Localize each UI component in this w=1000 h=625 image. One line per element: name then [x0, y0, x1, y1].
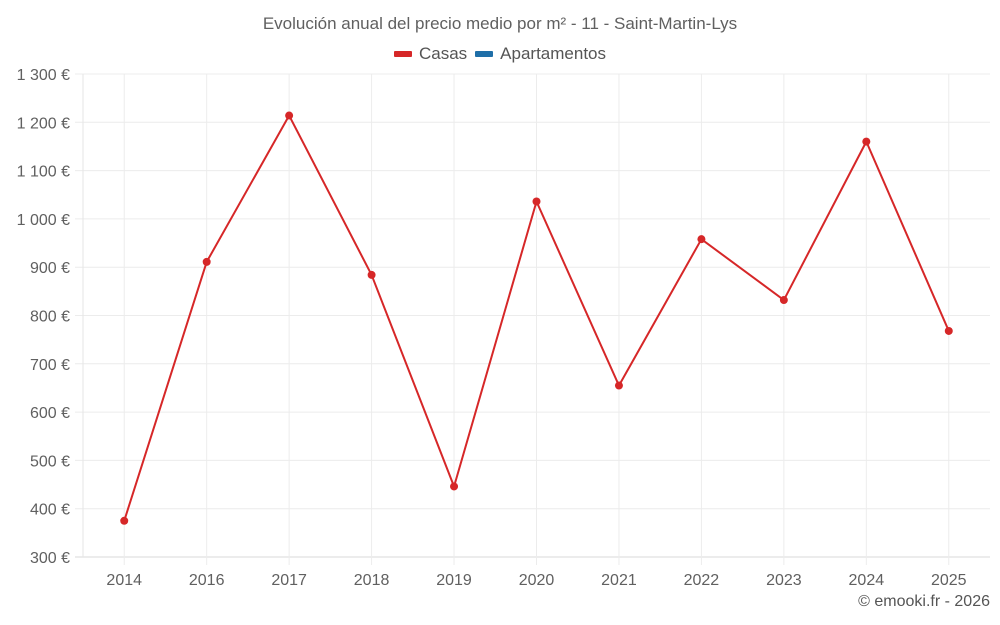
y-tick-label: 1 100 €	[17, 164, 70, 181]
x-tick-label: 2025	[931, 572, 967, 589]
y-tick-label: 800 €	[30, 309, 70, 326]
data-point[interactable]	[697, 235, 706, 244]
y-axis: 300 € 400 € 500 € 600 € 700 € 800 € 900 € 1 000…	[17, 67, 70, 567]
y-tick-label: 600 €	[30, 405, 70, 422]
x-tick-label: 2017	[271, 572, 307, 589]
data-point[interactable]	[202, 257, 211, 266]
copyright-credit: © emooki.fr - 2026	[858, 593, 990, 610]
x-tick-label: 2020	[519, 572, 555, 589]
legend-item-apartamentos[interactable]: Apartamentos	[475, 44, 606, 64]
chart-legend: Casas Apartamentos	[0, 44, 1000, 64]
x-tick-label: 2018	[354, 572, 390, 589]
data-point[interactable]	[285, 111, 294, 120]
legend-swatch-apartamentos	[475, 51, 494, 57]
data-point[interactable]	[944, 326, 953, 335]
y-tick-label: 1 000 €	[17, 212, 70, 229]
y-tick-label: 1 200 €	[17, 115, 70, 132]
y-tick-label: 700 €	[30, 357, 70, 374]
x-tick-label: 2022	[684, 572, 720, 589]
x-tick-label: 2019	[436, 572, 472, 589]
legend-item-casas[interactable]: Casas	[393, 44, 468, 64]
y-tick-label: 400 €	[30, 502, 70, 519]
legend-label-casas: Casas	[418, 44, 468, 63]
y-tick-label: 1 300 €	[17, 67, 70, 84]
data-point[interactable]	[450, 482, 459, 491]
grid-lines	[75, 73, 990, 565]
x-tick-label: 2021	[601, 572, 637, 589]
y-tick-label: 500 €	[30, 453, 70, 470]
x-tick-label: 2024	[849, 572, 885, 589]
x-tick-label: 2023	[766, 572, 802, 589]
x-tick-label: 2014	[106, 572, 142, 589]
series-casas	[120, 111, 953, 525]
y-tick-label: 900 €	[30, 260, 70, 277]
data-point[interactable]	[532, 197, 541, 206]
data-point[interactable]	[614, 381, 623, 390]
y-tick-label: 300 €	[30, 550, 70, 567]
legend-swatch-casas	[393, 51, 412, 57]
data-point[interactable]	[367, 270, 376, 279]
data-point[interactable]	[120, 516, 129, 525]
x-tick-label: 2016	[189, 572, 225, 589]
legend-label-apartamentos: Apartamentos	[500, 44, 607, 63]
x-axis: 2014 2016 2017 2018 2019 2020 2021 2022 2023 2024…	[106, 572, 966, 589]
chart-title: Evolución anual del precio medio por m² …	[262, 14, 738, 33]
data-point[interactable]	[862, 137, 871, 146]
data-point[interactable]	[779, 296, 788, 305]
